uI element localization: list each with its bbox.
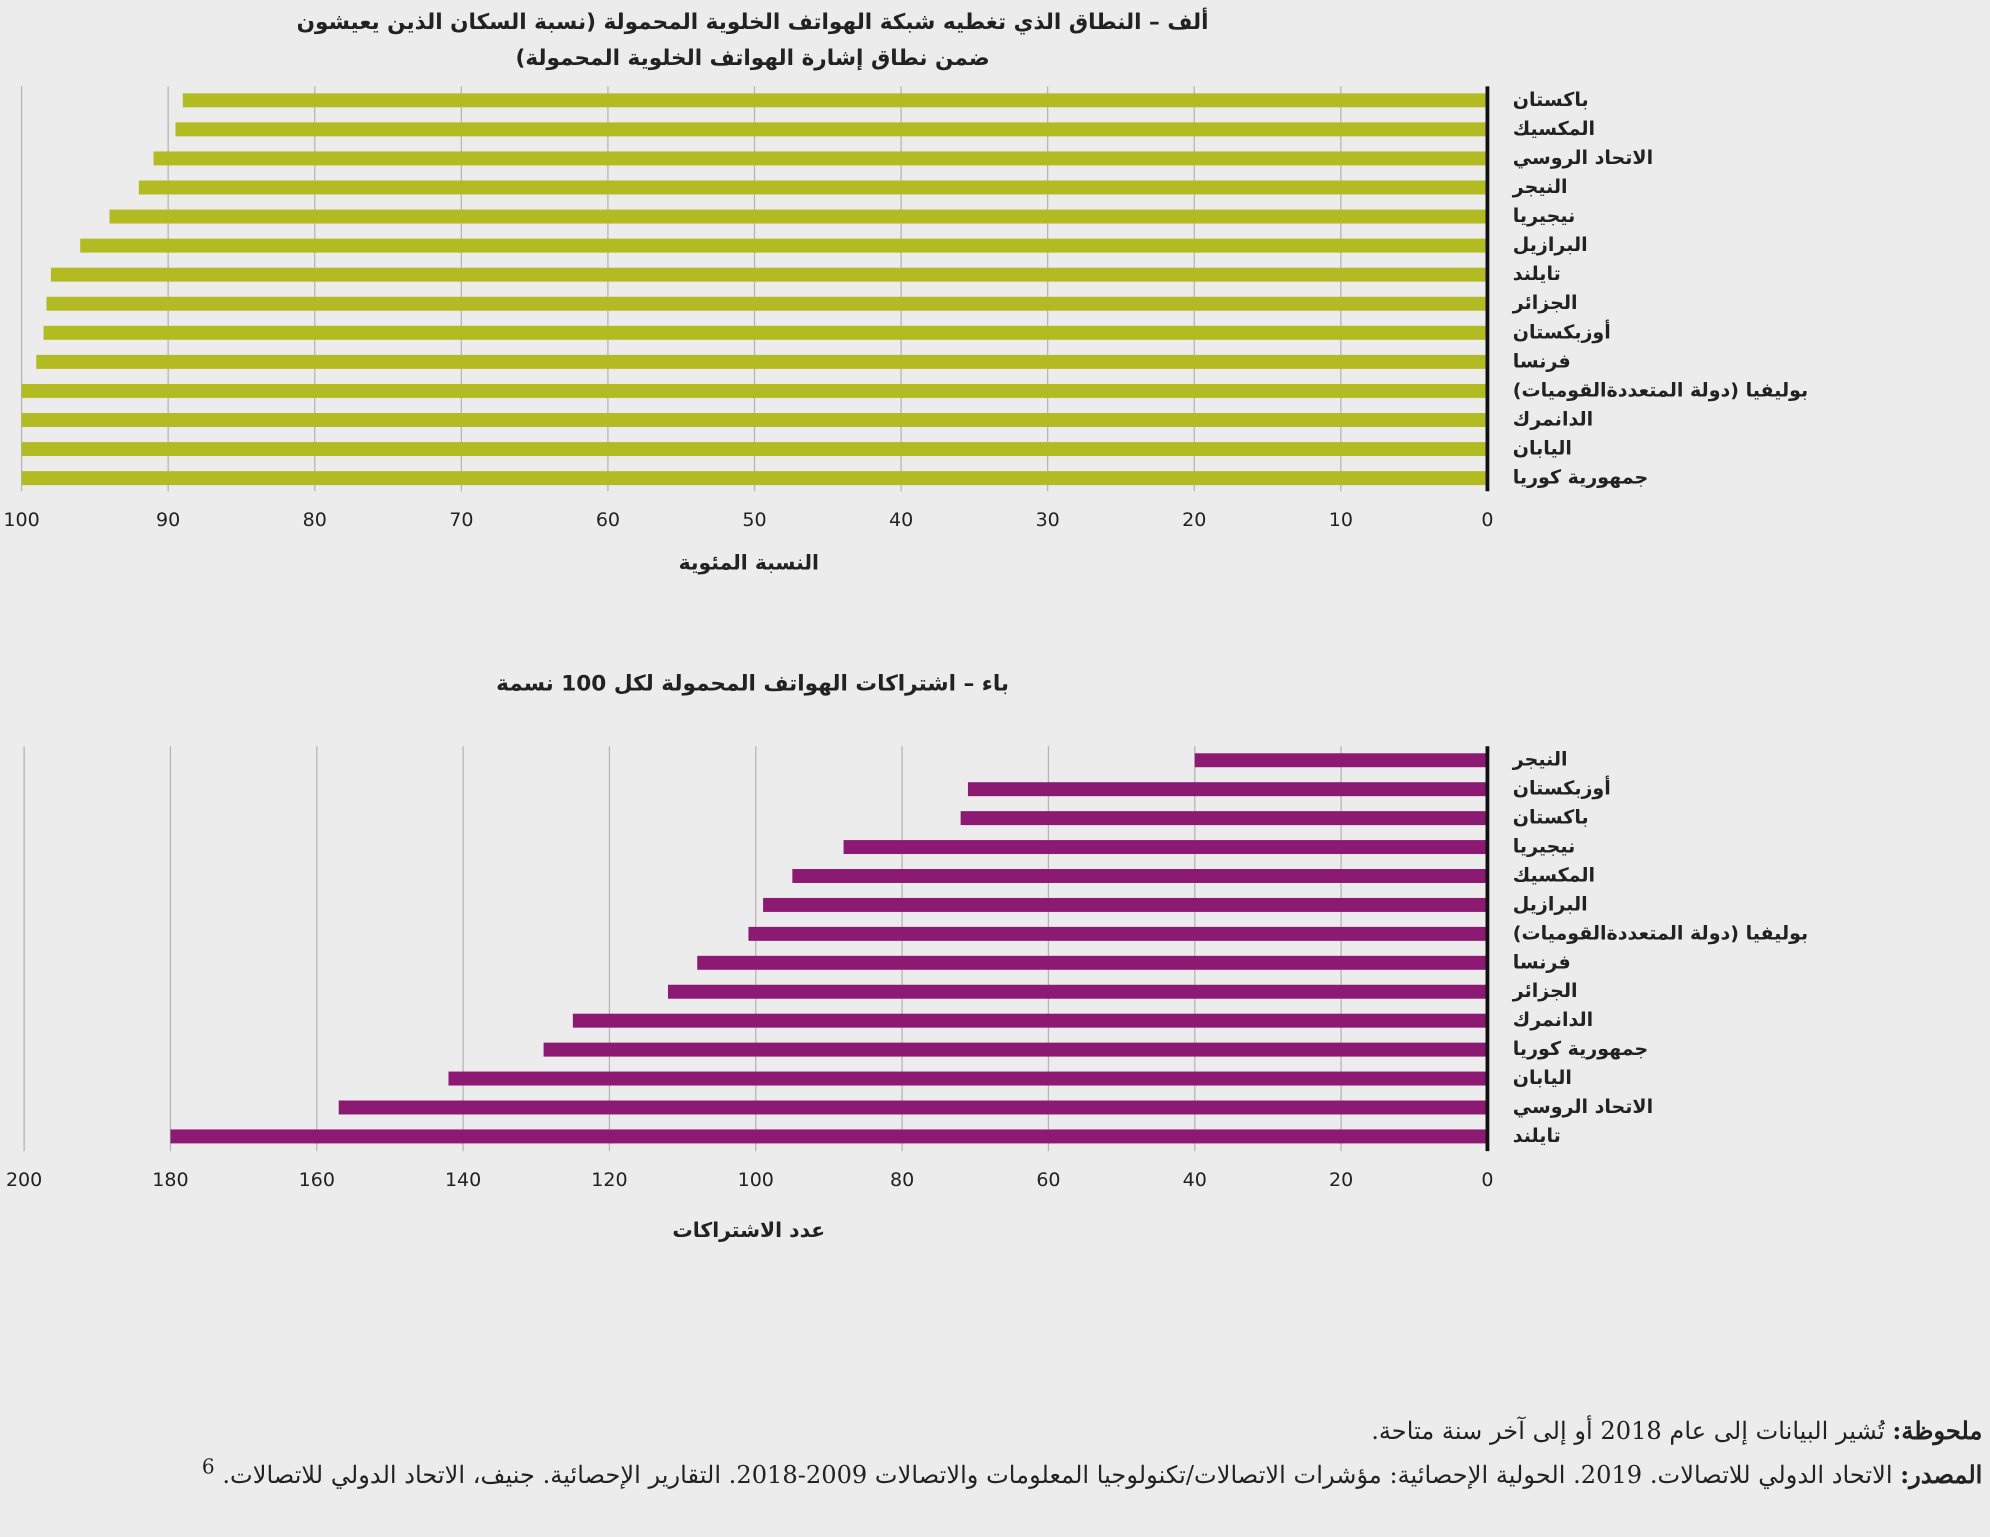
bar: [697, 955, 1488, 970]
x-tick-label: 70: [449, 509, 473, 531]
bar: [80, 238, 1488, 253]
category-label: بوليفيا (دولة المتعددةالقوميات): [1513, 922, 1808, 944]
category-label: المكسيك: [1513, 864, 1595, 886]
x-tick-label: 0: [1481, 1169, 1493, 1191]
bar: [667, 984, 1488, 999]
x-tick-label: 20: [1182, 509, 1206, 531]
x-tick-label: 200: [6, 1169, 42, 1191]
category-label: النيجر: [1512, 749, 1568, 771]
category-label: الجزائر: [1512, 292, 1578, 314]
x-tick-label: 30: [1036, 509, 1060, 531]
chart-title: ألف – النطاق الذي تغطيه شبكة الهواتف الخ…: [296, 10, 1209, 72]
x-tick-label: 180: [152, 1169, 188, 1191]
category-label: الاتحاد الروسي: [1513, 147, 1653, 169]
category-label: اليابان: [1513, 438, 1572, 460]
note-label: ملحوظة:: [1892, 1417, 1983, 1446]
bar: [46, 296, 1488, 311]
bar: [170, 1129, 1488, 1144]
x-tick-label: 40: [889, 509, 913, 531]
bar: [50, 267, 1488, 282]
category-label: بوليفيا (دولة المتعددةالقوميات): [1513, 379, 1808, 401]
category-label: تايلند: [1513, 263, 1561, 285]
category-label: فرنسا: [1513, 350, 1571, 372]
bar: [843, 840, 1488, 855]
x-tick-label: 10: [1329, 509, 1353, 531]
category-label: فرنسا: [1513, 951, 1571, 973]
category-label: جمهورية كوريا: [1513, 1038, 1648, 1060]
category-label: النيجر: [1512, 176, 1568, 198]
bar: [763, 897, 1488, 912]
bar: [138, 180, 1488, 195]
bar: [21, 413, 1488, 427]
category-label: البرازيل: [1513, 893, 1588, 915]
category-label: الاتحاد الروسي: [1513, 1096, 1653, 1118]
bar: [792, 869, 1488, 883]
category-label: نيجيريا: [1513, 836, 1575, 858]
bar: [572, 1013, 1488, 1028]
x-axis-title: النسبة المئوية: [679, 551, 819, 575]
category-label: أوزبكستان: [1513, 319, 1611, 343]
bar: [153, 151, 1488, 166]
title-box: ألف – النطاق الذي تغطيه شبكة الهواتف الخ…: [296, 10, 1209, 72]
x-tick-label: 20: [1329, 1169, 1353, 1191]
category-label: الدانمرك: [1513, 408, 1593, 430]
note: ملحوظة: تُشير البيانات إلى عام 2018 أو إ…: [51, 1414, 1983, 1450]
bar: [175, 122, 1488, 137]
source: المصدر: الاتحاد الدولي للاتصالات. 2019. …: [51, 1449, 1983, 1493]
category-label: المكسيك: [1513, 118, 1595, 140]
bar: [748, 926, 1488, 941]
x-tick-label: 80: [890, 1169, 914, 1191]
bar: [543, 1042, 1488, 1057]
x-tick-label: 140: [445, 1169, 481, 1191]
notes: ملحوظة: تُشير البيانات إلى عام 2018 أو إ…: [51, 1414, 1983, 1493]
bar: [21, 383, 1488, 398]
bar: [1194, 753, 1488, 768]
category-label: اليابان: [1513, 1067, 1572, 1089]
x-tick-label: 0: [1481, 509, 1493, 531]
x-tick-label: 90: [156, 509, 180, 531]
category-label: أوزبكستان: [1513, 776, 1611, 800]
chart-title: باء – اشتراكات الهواتف المحمولة لكل 100 …: [496, 671, 1010, 697]
notes-box: ملحوظة: تُشير البيانات إلى عام 2018 أو إ…: [51, 1414, 1983, 1493]
x-tick-label: 60: [1036, 1169, 1060, 1191]
category-label: باكستان: [1513, 89, 1589, 111]
category-label: تايلند: [1513, 1125, 1561, 1147]
source-ref: 6: [201, 1454, 215, 1479]
x-tick-label: 120: [591, 1169, 627, 1191]
x-tick-label: 160: [299, 1169, 335, 1191]
bar: [448, 1071, 1488, 1086]
bar: [960, 811, 1488, 826]
category-label: الدانمرك: [1513, 1009, 1593, 1031]
x-axis-title: عدد الاشتراكات: [672, 1218, 825, 1242]
x-tick-label: 60: [596, 509, 620, 531]
category-label: الجزائر: [1512, 980, 1578, 1002]
category-label: جمهورية كوريا: [1513, 467, 1648, 489]
bar: [109, 209, 1488, 224]
x-tick-label: 40: [1183, 1169, 1207, 1191]
category-label: نيجيريا: [1513, 205, 1575, 227]
x-tick-label: 50: [742, 509, 766, 531]
source-label: المصدر:: [1900, 1461, 1983, 1490]
category-label: باكستان: [1513, 807, 1589, 829]
x-tick-label: 80: [303, 509, 327, 531]
bar: [21, 471, 1488, 486]
x-tick-label: 100: [738, 1169, 774, 1191]
note-text: تُشير البيانات إلى عام 2018 أو إلى آخر س…: [1371, 1417, 1885, 1446]
bar: [967, 782, 1488, 797]
title-box: باء – اشتراكات الهواتف المحمولة لكل 100 …: [496, 671, 1010, 697]
x-tick-label: 100: [3, 509, 39, 531]
bar: [43, 325, 1488, 340]
category-label: البرازيل: [1513, 234, 1588, 256]
bar: [182, 93, 1488, 108]
bar: [36, 354, 1488, 369]
source-text: الاتحاد الدولي للاتصالات. 2019. الحولية …: [222, 1461, 1893, 1490]
bar: [338, 1100, 1488, 1115]
bar: [21, 442, 1488, 457]
